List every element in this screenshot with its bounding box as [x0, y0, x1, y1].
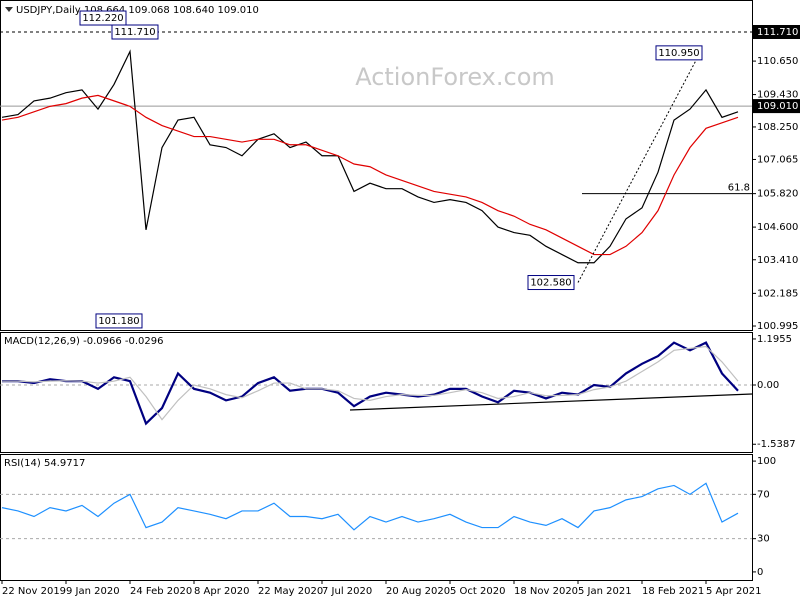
x-tick-label: 7 Jul 2020 — [322, 586, 372, 597]
y-tick-label: 104.600 — [757, 222, 798, 233]
y-tick-label: 103.410 — [757, 255, 798, 266]
fib-label: 61.8 — [728, 183, 750, 194]
price-marker-box — [752, 25, 800, 40]
y-tick-label: 108.250 — [757, 122, 798, 133]
series-line — [2, 341, 739, 426]
watermark: ActionForex.com — [355, 63, 555, 91]
x-tick-label: 8 Apr 2020 — [194, 586, 249, 597]
x-tick-label: 22 May 2020 — [258, 586, 323, 597]
x-tick-label: 18 Nov 2020 — [514, 586, 578, 597]
annotation-label: 101.180 — [98, 316, 139, 327]
macd-panel — [0, 332, 753, 453]
x-tick-label: 5 Apr 2021 — [706, 586, 761, 597]
x-tick-label: 18 Feb 2021 — [642, 586, 704, 597]
chart-title: USDJPY,Daily 108.664 109.068 108.640 109… — [16, 5, 259, 16]
x-tick-label: 20 Aug 2020 — [386, 586, 450, 597]
x-tick-label: 5 Jan 2021 — [578, 586, 632, 597]
x-tick-label: 5 Oct 2020 — [450, 586, 505, 597]
y-tick-label: 107.065 — [757, 154, 798, 165]
series-line — [1, 49, 739, 264]
x-tick-label: 24 Feb 2020 — [130, 586, 192, 597]
price-marker-box — [752, 99, 800, 114]
y-tick-label: 110.650 — [757, 56, 798, 67]
series-line — [2, 345, 739, 421]
price-marker-label: 111.710 — [757, 27, 798, 38]
annotation-box — [655, 45, 703, 61]
annotation-label: 102.580 — [530, 278, 571, 289]
macd-trendline — [349, 393, 753, 411]
annotation-label: 110.950 — [658, 48, 699, 59]
y-tick-label: 102.185 — [757, 288, 798, 299]
trend-line — [577, 52, 701, 283]
y-tick-label: 0 — [757, 567, 763, 578]
menu-icon — [5, 7, 13, 12]
series-line — [1, 94, 739, 256]
annotation-box — [95, 313, 143, 329]
annotation-box — [79, 10, 127, 26]
y-tick-label: 109.430 — [757, 90, 798, 101]
x-tick-label: 22 Nov 2019 — [2, 586, 66, 597]
rsi-title: RSI(14) 54.9717 — [4, 458, 85, 469]
y-tick-label: 70 — [757, 489, 770, 500]
annotation-box — [527, 275, 575, 291]
price-marker-label: 109.010 — [757, 101, 798, 112]
series-line — [1, 482, 739, 531]
y-tick-label: 0.00 — [757, 380, 779, 391]
y-tick-label: 100.995 — [757, 321, 798, 332]
annotation-label: 112.220 — [82, 13, 123, 24]
annotation-box — [111, 24, 159, 40]
y-tick-label: 105.820 — [757, 189, 798, 200]
annotation-label: 111.710 — [114, 27, 155, 38]
price-panel — [0, 0, 753, 331]
rsi-panel — [0, 454, 753, 581]
y-tick-label: -1.5387 — [757, 439, 796, 450]
y-tick-label: 1.1955 — [757, 334, 792, 345]
y-tick-label: 100 — [757, 456, 776, 467]
macd-title: MACD(12,26,9) -0.0966 -0.0296 — [4, 336, 164, 347]
y-tick-label: 30 — [757, 534, 770, 545]
x-tick-label: 9 Jan 2020 — [66, 586, 120, 597]
